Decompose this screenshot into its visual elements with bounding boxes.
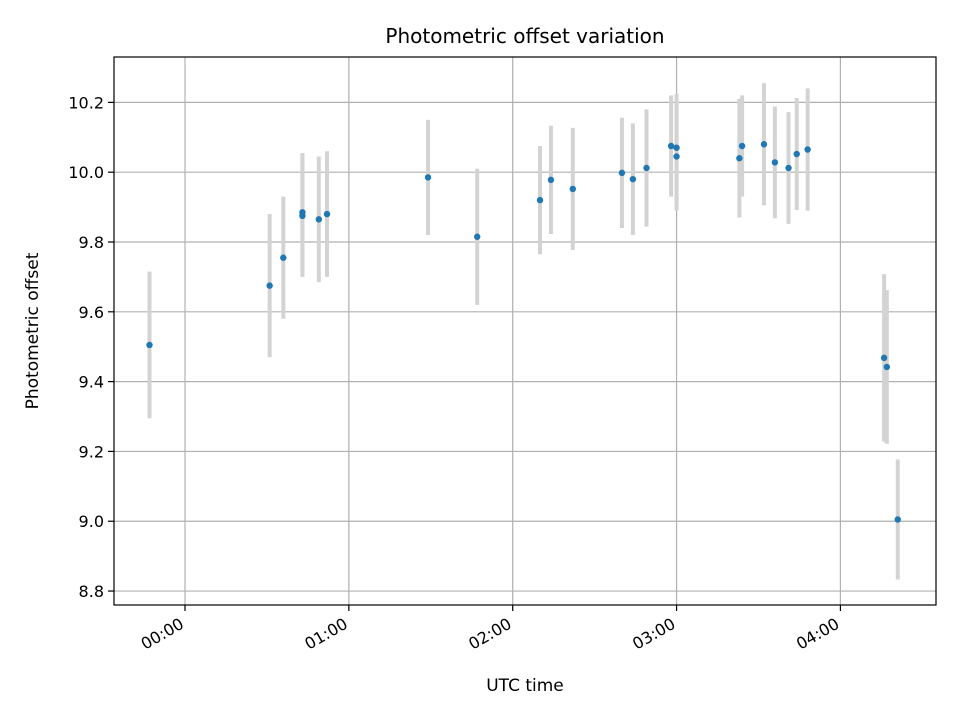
- data-point: [280, 254, 287, 261]
- x-tick-label: 04:00: [793, 614, 842, 654]
- data-point: [880, 354, 888, 362]
- data-point: [673, 144, 680, 151]
- data-point: [315, 216, 323, 223]
- y-tick-label: 10.0: [68, 163, 104, 182]
- x-axis-ticks: 00:00 01:00 02:00 03:00 04:00: [138, 605, 842, 654]
- data-point: [323, 210, 331, 218]
- data-point: [760, 141, 768, 148]
- data-point: [667, 142, 675, 150]
- x-tick-label: 03:00: [629, 614, 678, 654]
- x-tick-label: 02:00: [465, 614, 514, 654]
- y-tick-label: 9.0: [79, 512, 104, 531]
- data-point: [266, 282, 273, 289]
- data-point: [629, 175, 637, 183]
- data-point: [618, 169, 626, 177]
- y-axis-ticks: 8.8 9.0 9.2 9.4 9.6 9.8 10.0 10.2: [68, 93, 114, 601]
- data-point: [738, 142, 746, 150]
- x-tick-label: 00:00: [138, 614, 187, 654]
- data-point: [771, 159, 779, 166]
- data-points: [146, 141, 901, 523]
- data-point: [883, 363, 891, 371]
- x-axis-label: UTC time: [486, 676, 564, 696]
- plot-frame: [113, 56, 937, 606]
- data-point: [894, 516, 901, 523]
- data-point: [793, 150, 800, 158]
- y-axis-label: Photometric offset: [23, 252, 43, 409]
- data-point: [736, 155, 743, 162]
- y-tick-label: 9.8: [79, 233, 104, 252]
- data-point: [673, 153, 680, 160]
- y-tick-label: 9.6: [79, 303, 104, 322]
- y-tick-label: 9.2: [79, 442, 104, 461]
- data-point: [569, 185, 576, 193]
- data-point: [474, 233, 481, 240]
- data-point: [547, 176, 555, 184]
- data-point: [536, 196, 544, 204]
- data-point: [785, 164, 792, 172]
- grid-lines: [114, 57, 936, 605]
- error-bars: [147, 83, 900, 580]
- data-point: [146, 341, 153, 349]
- data-point: [299, 212, 306, 220]
- data-point: [804, 146, 811, 153]
- y-tick-label: 9.4: [79, 373, 104, 392]
- y-tick-label: 8.8: [79, 582, 104, 601]
- data-point: [424, 174, 432, 181]
- chart-title: Photometric offset variation: [385, 24, 664, 48]
- data-point: [643, 164, 650, 172]
- y-tick-label: 10.2: [68, 93, 104, 112]
- x-tick-label: 01:00: [301, 614, 350, 654]
